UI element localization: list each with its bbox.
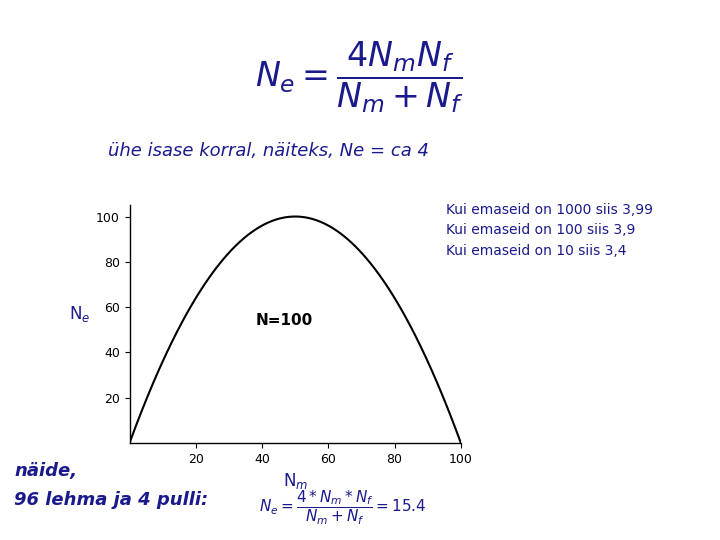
Text: N=100: N=100 — [256, 313, 312, 328]
X-axis label: N$_m$: N$_m$ — [283, 471, 307, 491]
Text: ühe isase korral, näiteks, Ne = ca 4: ühe isase korral, näiteks, Ne = ca 4 — [108, 142, 429, 160]
Text: Kui emaseid on 1000 siis 3,99: Kui emaseid on 1000 siis 3,99 — [446, 202, 654, 217]
Text: näide,: näide, — [14, 462, 78, 480]
Y-axis label: N$_e$: N$_e$ — [68, 304, 90, 324]
Text: Kui emaseid on 10 siis 3,4: Kui emaseid on 10 siis 3,4 — [446, 244, 627, 258]
Text: Kui emaseid on 100 siis 3,9: Kui emaseid on 100 siis 3,9 — [446, 223, 636, 237]
Text: $N_e = \dfrac{4N_m N_f}{N_m + N_f}$: $N_e = \dfrac{4N_m N_f}{N_m + N_f}$ — [256, 39, 464, 115]
Text: $N_e = \dfrac{4 * N_m * N_f}{N_m + N_f} = 15.4$: $N_e = \dfrac{4 * N_m * N_f}{N_m + N_f} … — [259, 489, 427, 527]
Text: 96 lehma ja 4 pulli:: 96 lehma ja 4 pulli: — [14, 491, 209, 509]
Text: Juhuslik geneetiline triiv: Efektiivne populatsioonisuuruse - N$_e$: Juhuslik geneetiline triiv: Efektiivne p… — [7, 5, 523, 24]
